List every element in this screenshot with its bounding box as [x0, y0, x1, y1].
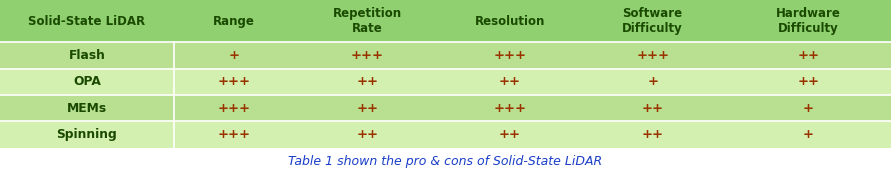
Text: Repetition
Rate: Repetition Rate [333, 7, 402, 35]
Text: ++: ++ [642, 102, 664, 115]
Text: +++: +++ [217, 128, 250, 141]
Text: Solid-State LiDAR: Solid-State LiDAR [29, 15, 145, 28]
Text: ++: ++ [356, 75, 379, 88]
Bar [0, 0, 891, 42]
Bar [0, 69, 891, 95]
Text: MEMs: MEMs [67, 102, 107, 115]
Bar [0, 95, 891, 121]
Text: ++: ++ [797, 75, 820, 88]
Text: +: + [228, 49, 240, 62]
Text: +: + [647, 75, 658, 88]
Text: Range: Range [213, 15, 255, 28]
Text: ++: ++ [499, 75, 521, 88]
Text: ++: ++ [499, 128, 521, 141]
Text: +++: +++ [494, 102, 527, 115]
Bar [0, 121, 891, 148]
Text: Resolution: Resolution [475, 15, 545, 28]
Bar [0, 42, 891, 69]
Text: ++: ++ [356, 128, 379, 141]
Text: +++: +++ [351, 49, 384, 62]
Text: ++: ++ [797, 49, 820, 62]
Text: +++: +++ [636, 49, 669, 62]
Text: +: + [803, 102, 814, 115]
Text: +++: +++ [217, 102, 250, 115]
Text: Table 1 shown the pro & cons of Solid-State LiDAR: Table 1 shown the pro & cons of Solid-St… [289, 155, 602, 168]
Text: +++: +++ [494, 49, 527, 62]
Text: Hardware
Difficulty: Hardware Difficulty [776, 7, 841, 35]
Text: OPA: OPA [73, 75, 101, 88]
Text: Software
Difficulty: Software Difficulty [622, 7, 683, 35]
Text: +++: +++ [217, 75, 250, 88]
Text: +: + [803, 128, 814, 141]
Text: Spinning: Spinning [56, 128, 118, 141]
Text: Flash: Flash [69, 49, 105, 62]
Text: ++: ++ [356, 102, 379, 115]
Text: ++: ++ [642, 128, 664, 141]
